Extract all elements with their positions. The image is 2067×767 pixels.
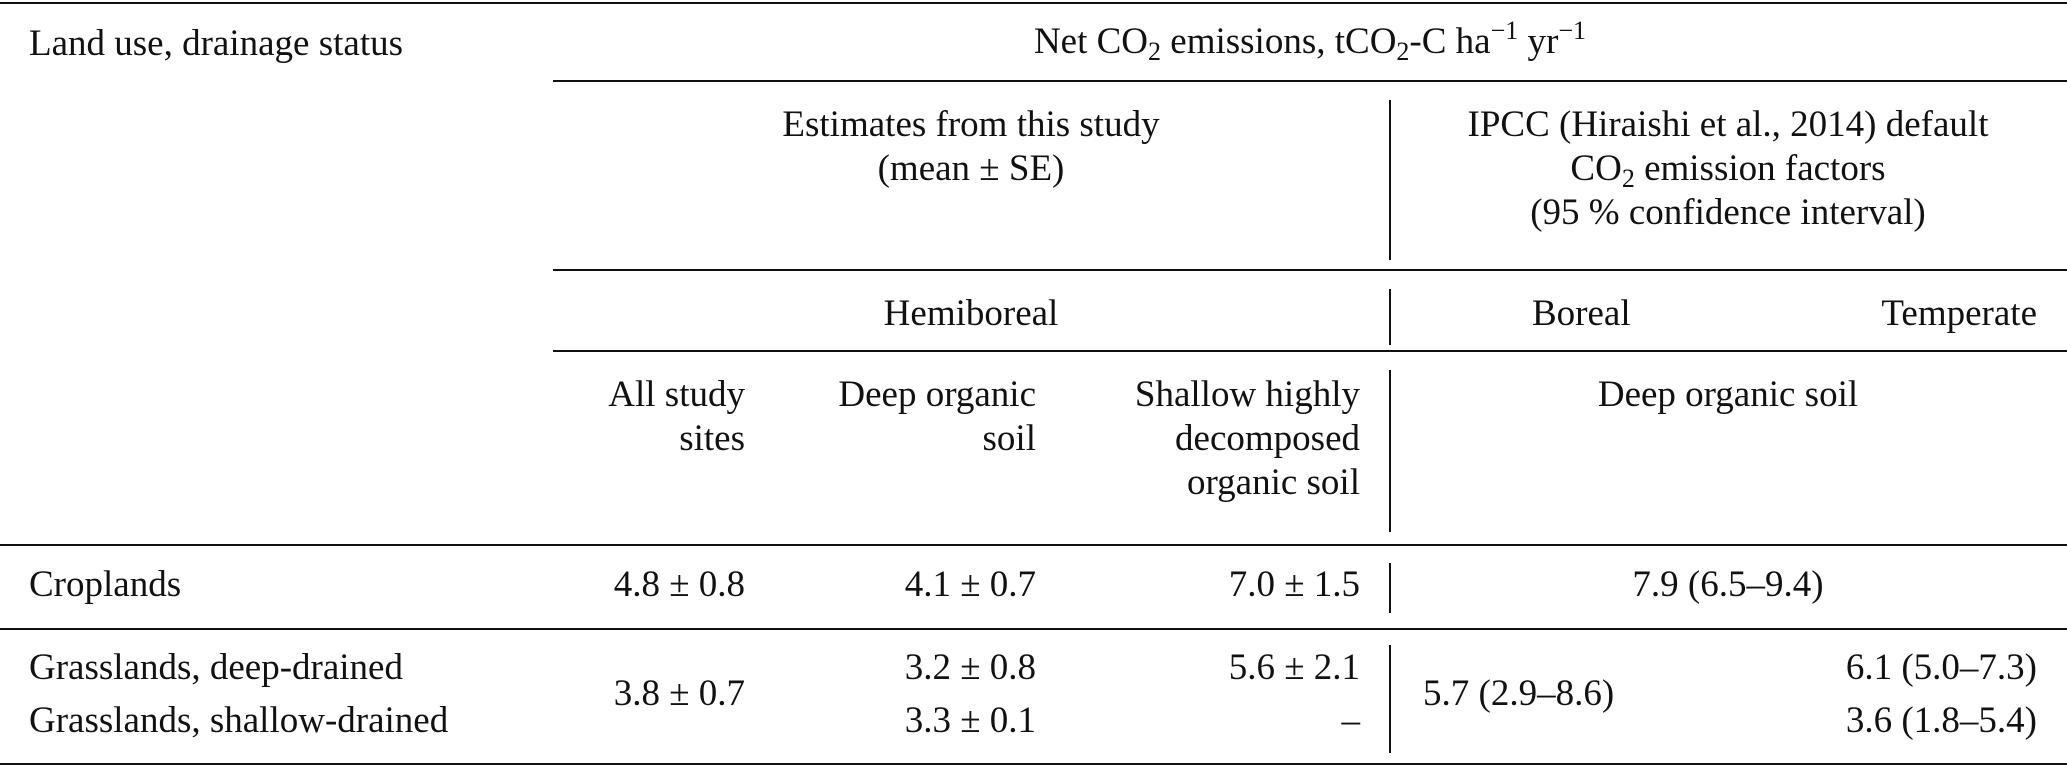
row-croplands-label: Croplands: [29, 564, 182, 605]
row-grass-boreal: 5.7 (2.9–8.6): [1423, 673, 1615, 714]
divider-grasslands: [1389, 645, 1391, 753]
col-ipcc-deep-organic: Deep organic soil: [1597, 374, 1859, 415]
row-grass-shallow-temperate: 3.6 (1.8–5.4): [1845, 700, 2037, 741]
corner-header: Land use, drainage status: [29, 23, 403, 64]
row-grass-shallow-label: Grasslands, shallow-drained: [29, 700, 449, 741]
col-all-sites: All study sites: [608, 374, 745, 459]
rule-under-header: [0, 544, 2067, 546]
rule-bottom: [0, 763, 2067, 765]
rule-under-main-header: [553, 80, 2067, 82]
zone-hemiboreal: Hemiboreal: [883, 293, 1059, 334]
row-grass-deep-temperate: 6.1 (5.0–7.3): [1845, 647, 2037, 688]
zone-temperate: Temperate: [1881, 293, 2037, 334]
divider-croplands: [1389, 563, 1391, 613]
row-grass-shallow-deep: 3.3 ± 0.1: [904, 700, 1036, 741]
main-header: Net CO2 emissions, tCO2-C ha−1 yr−1: [1033, 16, 1587, 66]
row-croplands-deep: 4.1 ± 0.7: [904, 564, 1036, 605]
row-grass-shallow-shallow: –: [1341, 700, 1361, 741]
group-ipcc-header: IPCC (Hiraishi et al., 2014) default CO2…: [1467, 104, 1989, 233]
col-deep-organic: Deep organic soil: [838, 374, 1036, 459]
rule-under-croplands: [0, 628, 2067, 630]
row-grass-deep-deep: 3.2 ± 0.8: [904, 647, 1036, 688]
row-croplands-all: 4.8 ± 0.8: [613, 564, 745, 605]
col-shallow-organic: Shallow highly decomposed organic soil: [1134, 374, 1360, 503]
row-grass-deep-label: Grasslands, deep-drained: [29, 647, 403, 688]
divider-zones: [1389, 289, 1391, 345]
row-croplands-shallow: 7.0 ± 1.5: [1228, 564, 1360, 605]
zone-boreal: Boreal: [1532, 293, 1631, 334]
rule-top: [0, 2, 2067, 4]
rule-under-zones: [553, 350, 2067, 352]
row-grass-deep-shallow: 5.6 ± 2.1: [1228, 647, 1360, 688]
group-study-header: Estimates from this study (mean ± SE): [782, 104, 1160, 189]
row-grass-all-sites: 3.8 ± 0.7: [613, 673, 745, 714]
rule-under-groups: [553, 269, 2067, 271]
divider-columns: [1389, 370, 1391, 532]
divider-groups: [1389, 100, 1391, 260]
row-croplands-ipcc: 7.9 (6.5–9.4): [1632, 564, 1824, 605]
